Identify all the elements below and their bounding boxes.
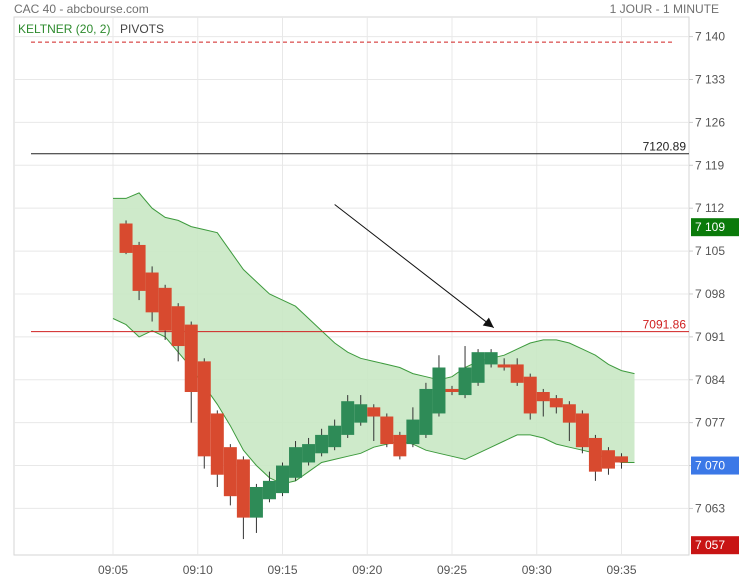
candle-body [158, 287, 172, 331]
y-tick-label: 7 126 [695, 115, 725, 129]
candle-body [302, 444, 316, 463]
keltner-fill [113, 192, 635, 484]
candle-body [562, 404, 576, 423]
candle-body [549, 398, 563, 408]
candle-body [575, 413, 589, 448]
price-badge-label: 7 057 [695, 538, 725, 552]
candle-body [419, 388, 433, 435]
y-tick-label: 7 084 [695, 373, 725, 387]
candle-body [615, 456, 628, 463]
trend-arrow-head [482, 317, 494, 328]
pivot-label: 7091.86 [643, 318, 687, 332]
trend-arrow-line [334, 204, 495, 329]
price-badge [691, 536, 739, 555]
candle-body [341, 401, 355, 435]
price-badges: 7 109 7 070 7 057 [691, 218, 739, 555]
y-tick-label: 7 091 [695, 330, 725, 344]
y-axis: 7 140 7 133 7 126 7 119 7 112 7 105 7 098 7 091… [689, 30, 725, 515]
x-tick-label: 09:30 [522, 563, 552, 577]
candle-body [497, 364, 511, 368]
y-tick-label: 7 133 [695, 73, 725, 87]
x-axis: 09:05 09:10 09:15 09:20 09:25 09:30 09:35 [98, 563, 637, 577]
x-tick-label: 09:15 [267, 563, 297, 577]
candle-body [445, 388, 459, 393]
candle-body [523, 376, 537, 414]
candle-body [458, 367, 472, 396]
candle-body [406, 419, 420, 445]
candle-body [601, 450, 615, 469]
candle-body [276, 465, 289, 494]
candle-body [223, 447, 237, 497]
y-tick-label: 7 063 [695, 501, 725, 515]
candle-body [145, 272, 159, 313]
price-badge-label: 7 070 [695, 459, 725, 473]
y-tick-label: 7 112 [695, 201, 724, 215]
candle-body [471, 352, 485, 383]
candle-body [328, 425, 342, 448]
candle-body [510, 364, 524, 383]
y-tick-label: 7 105 [695, 244, 725, 258]
y-tick-label: 7 140 [695, 30, 725, 44]
candle-body [119, 223, 133, 253]
candle-body [249, 486, 263, 518]
x-tick-label: 09:20 [352, 563, 382, 577]
pivot-lines: 7120.89 7091.86 [31, 41, 689, 333]
candle-body [184, 324, 198, 393]
price-badge [691, 456, 739, 475]
candle-body [588, 437, 602, 472]
keltner-upper-line [113, 192, 635, 381]
price-badge [691, 218, 739, 237]
candle-body [132, 244, 146, 291]
y-tick-label: 7 077 [695, 416, 725, 430]
x-tick-label: 09:05 [98, 563, 128, 577]
price-badge-label: 7 109 [695, 220, 725, 234]
y-tick-label: 7 119 [695, 158, 724, 172]
candle-body [484, 352, 498, 365]
candle-body [262, 480, 276, 500]
chart-title: CAC 40 - abcbourse.com [14, 2, 149, 16]
indicator-keltner[interactable]: KELTNER (20, 2) [18, 22, 110, 36]
candle-body [380, 416, 394, 445]
x-tick-label: 09:25 [437, 563, 467, 577]
candle-body [354, 404, 368, 423]
x-tick-label: 09:35 [606, 563, 636, 577]
trend-arrow [334, 204, 495, 329]
candle-body [289, 447, 303, 478]
y-tick-label: 7 098 [695, 287, 725, 301]
candle-body [315, 434, 329, 454]
candlesticks [119, 220, 628, 540]
candle-body [210, 413, 224, 475]
candle-body [393, 434, 407, 457]
candle-body [236, 459, 250, 518]
x-tick-label: 09:10 [183, 563, 213, 577]
candle-body [197, 361, 211, 457]
candle-body [171, 306, 185, 347]
timeframe-label[interactable]: 1 JOUR - 1 MINUTE [609, 2, 719, 16]
candle-body [432, 367, 446, 414]
candle-body [536, 392, 550, 402]
pivot-label: 7120.89 [643, 140, 687, 154]
indicator-pivots[interactable]: PIVOTS [120, 22, 164, 36]
candle-body [367, 407, 381, 417]
